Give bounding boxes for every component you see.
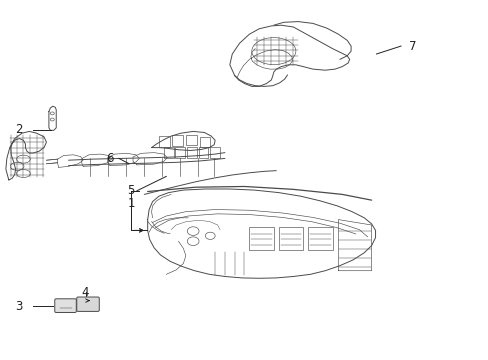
Bar	[307, 227, 332, 250]
FancyBboxPatch shape	[77, 297, 99, 311]
Text: 3: 3	[15, 300, 22, 312]
Text: 4: 4	[81, 286, 89, 299]
Text: 5: 5	[127, 184, 135, 197]
Text: 7: 7	[408, 40, 416, 53]
Bar	[249, 227, 273, 250]
Bar	[175, 147, 184, 158]
Bar	[163, 147, 173, 158]
Text: 1: 1	[127, 197, 135, 210]
Bar	[186, 147, 196, 158]
Bar	[198, 147, 208, 158]
Bar	[199, 137, 210, 147]
Bar	[159, 136, 169, 147]
Text: 6: 6	[106, 152, 114, 165]
FancyBboxPatch shape	[55, 299, 76, 312]
Bar	[172, 135, 183, 146]
Bar	[185, 135, 196, 145]
Bar	[278, 227, 303, 250]
Bar	[210, 147, 220, 158]
Text: 2: 2	[15, 123, 22, 136]
